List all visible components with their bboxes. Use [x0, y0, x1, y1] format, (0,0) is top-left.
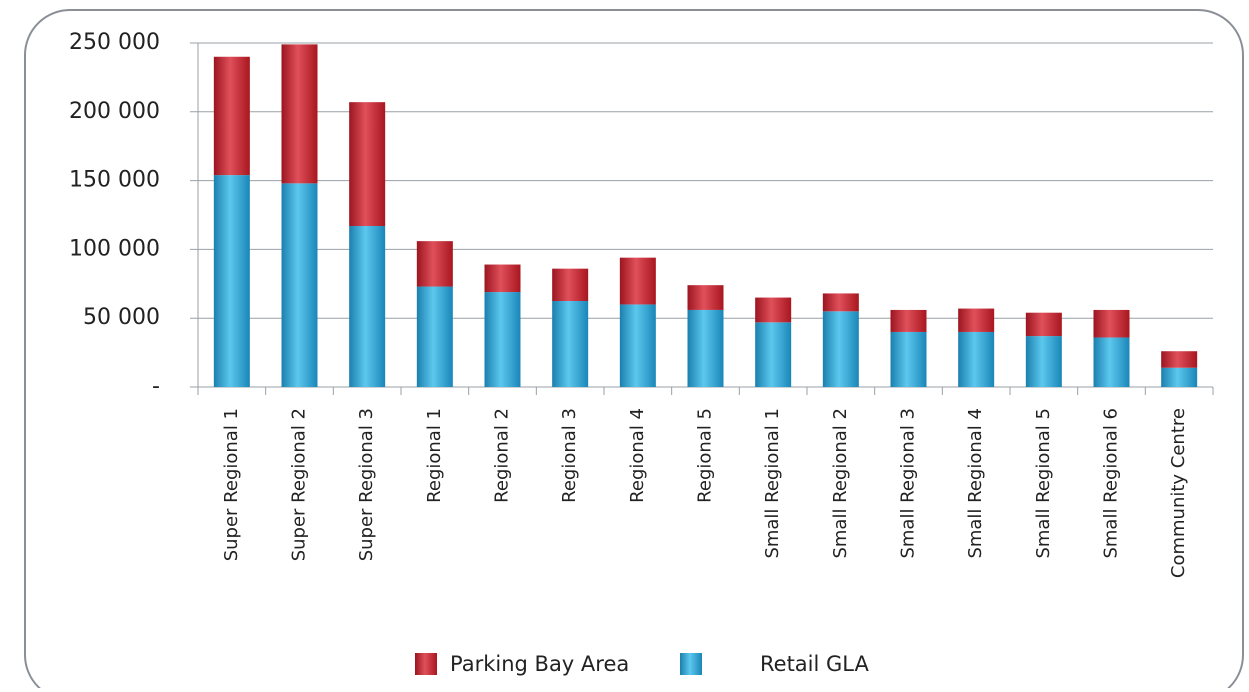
y-tick-label: - [152, 374, 160, 399]
bar-segment [1025, 336, 1062, 387]
legend-label: Parking Bay Area [450, 652, 629, 676]
y-tick-label: 200 000 [69, 99, 160, 124]
x-tick-label: Community Centre [1168, 408, 1189, 578]
bar-segment [1093, 337, 1130, 387]
x-tick-label: Small Regional 2 [830, 408, 851, 559]
bar-segment [1161, 367, 1198, 387]
bar-segment [890, 331, 927, 387]
x-tick-label: Regional 4 [627, 408, 648, 503]
x-tick-label: Small Regional 1 [762, 408, 783, 559]
bar-segment [416, 286, 453, 387]
x-tick-label: Regional 3 [559, 408, 580, 503]
x-tick-label: Small Regional 6 [1101, 408, 1122, 559]
y-tick-label: 50 000 [83, 305, 160, 330]
bar-segment [213, 175, 250, 387]
bar-segment [958, 331, 995, 387]
bar-segment [349, 226, 386, 387]
bar-segment [416, 241, 453, 287]
legend-swatch [680, 653, 702, 675]
y-tick-label: 250 000 [69, 30, 160, 55]
bar-segment [213, 56, 250, 176]
bar-segment [349, 102, 386, 227]
bar-segment [687, 285, 724, 310]
bar-segment [755, 297, 792, 323]
legend-label: Retail GLA [760, 652, 869, 676]
legend-swatch [415, 653, 437, 675]
bar-segment [619, 257, 656, 305]
bar-segment [1161, 351, 1198, 368]
bar-segment [687, 309, 724, 387]
y-tick-label: 150 000 [69, 168, 160, 193]
bar-segment [958, 308, 995, 332]
y-tick-label: 100 000 [69, 236, 160, 261]
x-tick-label: Super Regional 1 [221, 408, 242, 561]
bar-segment [890, 309, 927, 332]
frame [24, 9, 1244, 692]
bar-segment [1025, 312, 1062, 337]
bar-segment [281, 44, 318, 184]
x-tick-label: Small Regional 4 [965, 408, 986, 559]
bar-segment [1093, 309, 1130, 338]
bar-segment [484, 292, 521, 387]
bar-segment [552, 268, 589, 301]
x-tick-label: Regional 2 [492, 408, 513, 503]
x-tick-label: Small Regional 3 [898, 408, 919, 559]
bar-segment [822, 311, 859, 387]
x-tick-label: Super Regional 3 [356, 408, 377, 561]
x-tick-label: Regional 1 [424, 408, 445, 503]
bar-segment [484, 264, 521, 293]
bar-segment [619, 304, 656, 387]
bar-segment [755, 322, 792, 387]
x-tick-label: Regional 5 [695, 408, 716, 503]
bar-segment [822, 293, 859, 312]
bar-segment [552, 301, 589, 387]
bar-segment [281, 183, 318, 387]
x-tick-label: Small Regional 5 [1033, 408, 1054, 559]
x-tick-label: Super Regional 2 [289, 408, 310, 561]
